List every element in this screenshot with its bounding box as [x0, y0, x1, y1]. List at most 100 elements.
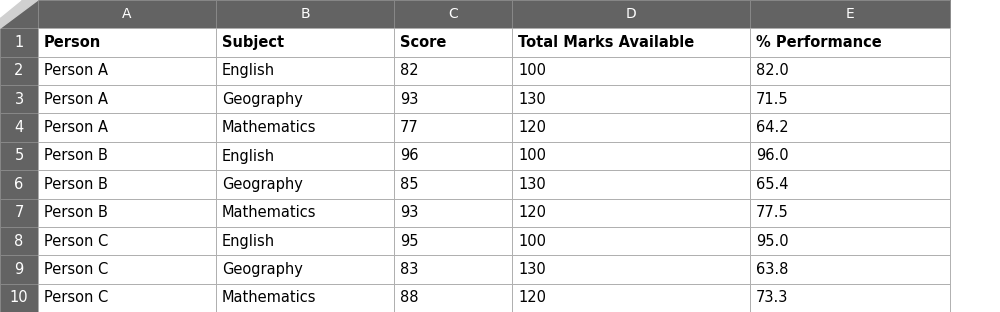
Text: 2: 2 — [14, 63, 24, 78]
Bar — [512, 57, 750, 85]
Text: 82: 82 — [400, 63, 419, 78]
Bar — [216, 255, 394, 284]
Bar — [512, 114, 750, 142]
Bar — [216, 170, 394, 198]
Polygon shape — [0, 0, 21, 17]
Bar — [0, 142, 38, 170]
Text: 73.3: 73.3 — [756, 290, 788, 305]
Bar — [0, 227, 38, 255]
Text: 130: 130 — [518, 92, 546, 107]
Bar — [0, 85, 38, 114]
Text: Person A: Person A — [44, 120, 108, 135]
Text: Mathematics: Mathematics — [222, 120, 316, 135]
Text: English: English — [222, 149, 275, 163]
Bar — [512, 142, 750, 170]
Bar — [750, 114, 950, 142]
Text: 1: 1 — [14, 35, 24, 50]
Text: 5: 5 — [14, 149, 24, 163]
Text: 10: 10 — [10, 290, 28, 305]
Text: Person C: Person C — [44, 262, 108, 277]
Text: 100: 100 — [518, 63, 546, 78]
Bar — [750, 0, 950, 28]
Bar — [512, 170, 750, 198]
Bar — [394, 57, 512, 85]
Bar — [216, 114, 394, 142]
Bar — [750, 85, 950, 114]
Text: English: English — [222, 63, 275, 78]
Text: English: English — [222, 234, 275, 249]
Bar — [216, 142, 394, 170]
Bar — [216, 0, 394, 28]
Text: E: E — [846, 7, 854, 21]
Bar — [512, 198, 750, 227]
Text: Geography: Geography — [222, 92, 303, 107]
Bar — [750, 170, 950, 198]
Text: 63.8: 63.8 — [756, 262, 788, 277]
Bar — [216, 198, 394, 227]
Bar — [38, 227, 216, 255]
Bar — [0, 114, 38, 142]
Bar — [750, 142, 950, 170]
Bar — [394, 198, 512, 227]
Text: 93: 93 — [400, 205, 418, 220]
Bar — [38, 142, 216, 170]
Bar — [0, 284, 38, 312]
Bar — [512, 0, 750, 28]
Bar — [38, 85, 216, 114]
Text: 77: 77 — [400, 120, 419, 135]
Text: 85: 85 — [400, 177, 418, 192]
Bar — [38, 255, 216, 284]
Text: B: B — [300, 7, 310, 21]
Bar — [750, 284, 950, 312]
Bar — [394, 114, 512, 142]
Bar — [216, 28, 394, 57]
Bar — [0, 198, 38, 227]
Text: 100: 100 — [518, 234, 546, 249]
Bar — [0, 28, 38, 57]
Text: Total Marks Available: Total Marks Available — [518, 35, 694, 50]
Text: 9: 9 — [14, 262, 24, 277]
Text: 64.2: 64.2 — [756, 120, 789, 135]
Text: Geography: Geography — [222, 177, 303, 192]
Bar — [394, 85, 512, 114]
Text: 82.0: 82.0 — [756, 63, 789, 78]
Text: 130: 130 — [518, 177, 546, 192]
Bar — [750, 255, 950, 284]
Bar — [750, 198, 950, 227]
Bar — [394, 0, 512, 28]
Text: Geography: Geography — [222, 262, 303, 277]
Text: 4: 4 — [14, 120, 24, 135]
Bar — [512, 284, 750, 312]
Bar — [394, 142, 512, 170]
Bar — [750, 28, 950, 57]
Text: 120: 120 — [518, 205, 546, 220]
Text: 120: 120 — [518, 290, 546, 305]
Bar — [512, 255, 750, 284]
Bar — [216, 284, 394, 312]
Bar — [38, 284, 216, 312]
Text: 83: 83 — [400, 262, 418, 277]
Text: 96: 96 — [400, 149, 418, 163]
Text: 77.5: 77.5 — [756, 205, 789, 220]
Text: Person A: Person A — [44, 63, 108, 78]
Bar — [0, 57, 38, 85]
Bar — [38, 57, 216, 85]
Text: Mathematics: Mathematics — [222, 290, 316, 305]
Text: 130: 130 — [518, 262, 546, 277]
Text: Person A: Person A — [44, 92, 108, 107]
Text: 3: 3 — [14, 92, 24, 107]
Bar — [38, 28, 216, 57]
Bar — [38, 170, 216, 198]
Text: 88: 88 — [400, 290, 418, 305]
Bar — [216, 227, 394, 255]
Text: 71.5: 71.5 — [756, 92, 789, 107]
Text: 93: 93 — [400, 92, 418, 107]
Text: 6: 6 — [14, 177, 24, 192]
Text: 100: 100 — [518, 149, 546, 163]
Text: D: D — [626, 7, 636, 21]
Bar — [0, 255, 38, 284]
Bar — [38, 198, 216, 227]
Bar — [38, 114, 216, 142]
Bar — [512, 85, 750, 114]
Text: 95.0: 95.0 — [756, 234, 789, 249]
